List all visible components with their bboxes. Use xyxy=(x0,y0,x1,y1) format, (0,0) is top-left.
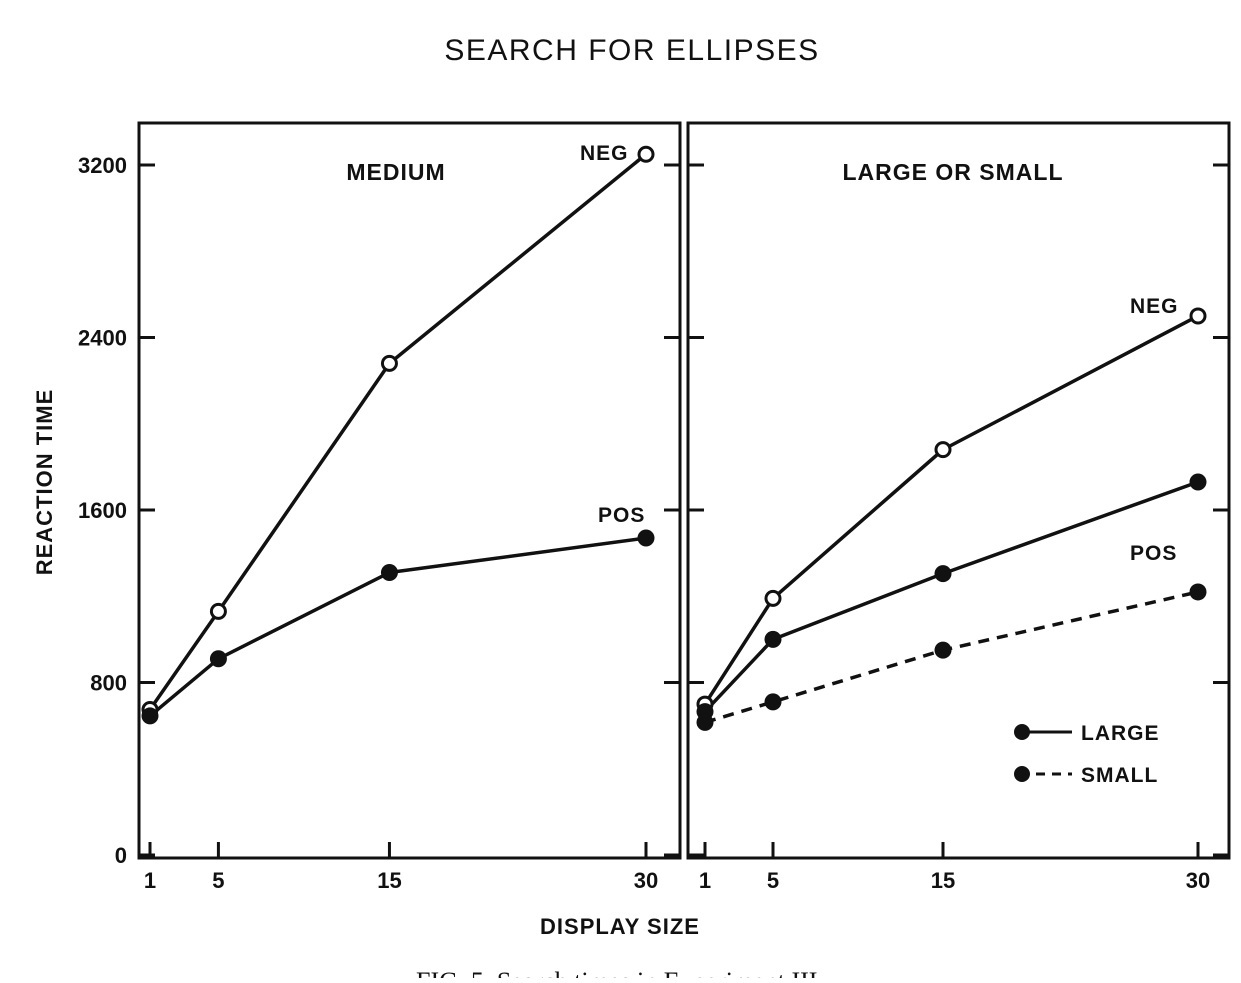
series-line-neg xyxy=(148,152,648,711)
annotation-neg-medium: NEG xyxy=(580,142,629,165)
figure-caption: FIG. 5. Search times in Experiment III. xyxy=(416,967,824,978)
x-tick-label: 15 xyxy=(377,868,401,893)
panel-title-medium: MEDIUM xyxy=(346,159,445,185)
data-point-neg xyxy=(764,589,782,607)
y-tick-label: 2400 xyxy=(78,326,127,351)
legend: LARGE SMALL xyxy=(1014,722,1160,787)
series-line-pos xyxy=(148,536,647,718)
x-tick-label: 30 xyxy=(1186,868,1210,893)
data-point-small xyxy=(1189,583,1207,601)
annotation-neg-large-or-small: NEG xyxy=(1130,295,1179,318)
x-tick-label: 1 xyxy=(699,868,711,893)
y-tick-label: 800 xyxy=(90,671,127,696)
annotation-pos-medium: POS xyxy=(598,504,645,527)
panel-title-large-or-small: LARGE OR SMALL xyxy=(843,159,1064,185)
data-point-large xyxy=(1189,473,1207,491)
series-line-large xyxy=(703,480,1199,713)
series-line-small xyxy=(704,590,1199,725)
data-point-small xyxy=(764,693,782,711)
series-line-neg xyxy=(703,314,1199,706)
legend-label-large: LARGE xyxy=(1081,722,1160,745)
data-point-pos xyxy=(380,564,398,582)
data-point-large xyxy=(934,565,952,583)
y-axis-label: REACTION TIME xyxy=(32,389,57,576)
figure-title: SEARCH FOR ELLIPSES xyxy=(444,34,819,67)
data-point-neg xyxy=(934,441,952,459)
panel-frame-medium xyxy=(137,121,682,860)
x-tick-label: 5 xyxy=(767,868,779,893)
data-point-pos xyxy=(637,529,655,547)
data-point-neg xyxy=(1189,307,1207,325)
y-tick-label: 0 xyxy=(115,843,127,868)
y-tick-label: 3200 xyxy=(78,153,127,178)
x-tick-label: 15 xyxy=(931,868,955,893)
x-tick-label: 5 xyxy=(212,868,224,893)
x-tick-label: 1 xyxy=(144,868,156,893)
data-point-neg xyxy=(380,354,398,372)
legend-marker-small xyxy=(1014,766,1030,782)
panel-frame-large-or-small xyxy=(686,121,1231,860)
data-point-small xyxy=(696,713,714,731)
y-tick-label: 1600 xyxy=(78,498,127,523)
legend-label-small: SMALL xyxy=(1081,764,1158,787)
data-point-neg xyxy=(637,145,655,163)
x-tick-label: 30 xyxy=(634,868,658,893)
data-point-pos xyxy=(209,650,227,668)
data-point-pos xyxy=(141,707,159,725)
data-point-large xyxy=(764,630,782,648)
x-axis-label: DISPLAY SIZE xyxy=(540,914,700,939)
legend-marker-large xyxy=(1014,724,1030,740)
data-point-neg xyxy=(209,602,227,620)
annotation-pos-large-or-small: POS xyxy=(1130,542,1177,565)
data-point-small xyxy=(934,641,952,659)
